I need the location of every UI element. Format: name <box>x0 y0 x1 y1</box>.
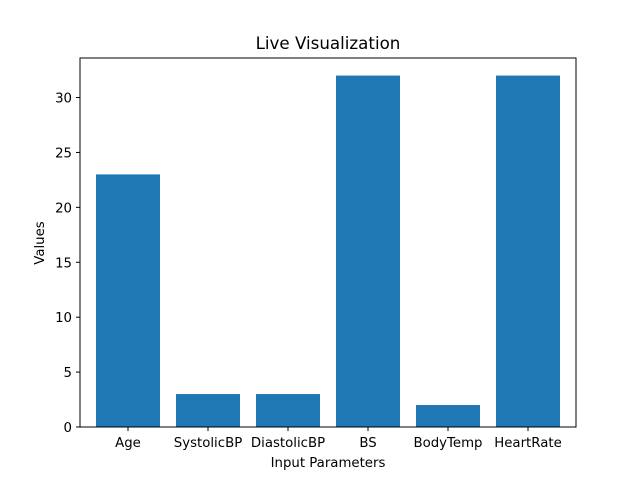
bar-systolicbp <box>176 394 240 427</box>
y-tick-label: 30 <box>55 92 72 107</box>
plot-frame <box>79 57 577 428</box>
x-tick-label: SystolicBP <box>174 436 242 451</box>
x-axis-label: Input Parameters <box>271 456 386 471</box>
y-tick-label: 15 <box>55 256 72 271</box>
x-tick-label: BodyTemp <box>413 436 482 451</box>
bars-layer <box>96 75 560 427</box>
x-tick-label: DiastolicBP <box>251 436 325 451</box>
x-tick-label: HeartRate <box>494 436 562 451</box>
y-tick-label: 5 <box>64 366 72 381</box>
bar-bs <box>336 75 400 427</box>
bar-age <box>96 174 160 427</box>
bar-heartrate <box>496 75 560 427</box>
y-tick-label: 25 <box>55 146 72 161</box>
y-tick-label: 10 <box>55 311 72 326</box>
bar-diastolicbp <box>256 394 320 427</box>
y-ticks-layer: 0 5 10 15 20 25 30 <box>55 92 80 436</box>
bar-bodytemp <box>416 405 480 427</box>
x-tick-label: BS <box>359 436 376 451</box>
x-tick-label: Age <box>115 436 141 451</box>
x-ticks-layer: Age SystolicBP DiastolicBP BS BodyTemp HeartR… <box>115 427 562 451</box>
chart-title: Live Visualization <box>256 33 401 53</box>
y-axis-label: Values <box>33 221 48 265</box>
y-tick-label: 0 <box>64 421 72 436</box>
y-tick-label: 20 <box>55 201 72 216</box>
